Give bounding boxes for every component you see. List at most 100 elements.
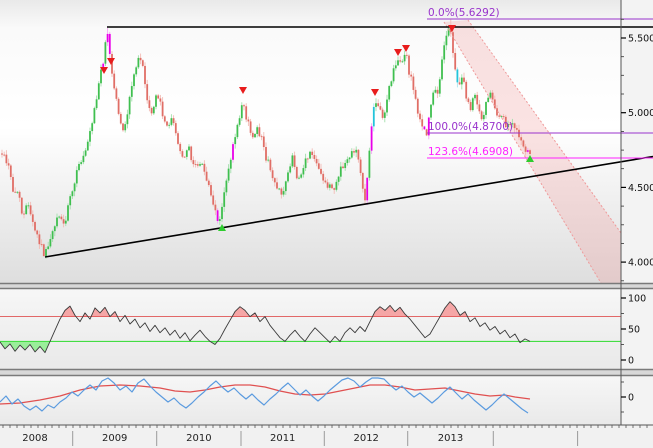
candle-body (199, 164, 201, 166)
candle-body (375, 103, 377, 107)
candle-wick (298, 175, 300, 180)
candle-body (449, 28, 452, 33)
candle-body (469, 102, 472, 111)
panel-separator[interactable] (0, 369, 653, 376)
candle-body (280, 188, 283, 195)
candle-body (295, 166, 298, 179)
candle-body (232, 144, 234, 160)
candle-body (144, 65, 146, 85)
rsi-indicator[interactable] (0, 301, 621, 354)
candle-body (256, 127, 259, 134)
candle-body (225, 180, 228, 193)
candle-body (124, 124, 127, 131)
candle-body (73, 183, 76, 192)
channel-edge-line[interactable] (443, 21, 602, 284)
candle-body (192, 160, 195, 165)
sell-arrow-icon (107, 58, 115, 65)
candle-body (47, 246, 50, 250)
candle-body (392, 68, 395, 82)
momentum-panel-bg[interactable] (0, 375, 653, 425)
candle-wick (261, 134, 263, 141)
candle-body (141, 60, 144, 66)
momentum-indicator[interactable] (0, 377, 531, 414)
candle-body (399, 60, 402, 62)
candle-body (460, 77, 463, 85)
candle-body (408, 55, 410, 75)
rsi-axis-label: 0 (628, 356, 634, 367)
rsi-panel-bg[interactable] (0, 288, 653, 370)
candle-body (27, 205, 30, 207)
panel-separator[interactable] (0, 283, 653, 289)
candle-body (287, 172, 289, 182)
candle-wick (333, 187, 335, 194)
momentum-fast-line[interactable] (0, 377, 529, 414)
trade-arrow-markers (100, 25, 534, 231)
candle-body (520, 137, 523, 141)
candle-body (126, 114, 129, 125)
trendlines[interactable] (44, 26, 653, 258)
main-panel-bg[interactable] (0, 0, 653, 283)
candle-body (515, 128, 518, 130)
candle-body (249, 121, 252, 133)
candle-body (487, 97, 490, 102)
year-label[interactable]: 2012 (353, 433, 378, 444)
candle-body (40, 244, 43, 246)
candle-body (100, 69, 102, 84)
candle-body (337, 176, 340, 182)
candle-body (247, 119, 250, 122)
candle-body (117, 98, 120, 114)
candle-body (489, 92, 492, 98)
candle-body (267, 159, 270, 161)
candle-body (458, 82, 461, 85)
year-label[interactable]: 2009 (102, 433, 127, 444)
fibonacci-levels[interactable]: 0.0%(5.6292) 100.0%(4.8700) 123.6%(4.6908) (427, 7, 653, 159)
candle-body (67, 205, 69, 221)
candle-body (29, 205, 32, 215)
price-axis-strip (621, 0, 653, 425)
candle-wick (399, 56, 401, 64)
candle-body (311, 151, 314, 155)
panel-separators[interactable] (0, 282, 653, 377)
candle-body (212, 195, 215, 205)
candle-body (172, 118, 175, 124)
candle-body (509, 124, 512, 125)
candle-wick (3, 151, 5, 157)
candle-body (62, 219, 65, 224)
candle-body (491, 92, 494, 100)
candle-body (60, 216, 63, 220)
rsi-line[interactable] (0, 301, 531, 354)
year-label[interactable]: 2008 (22, 433, 47, 444)
candle-body (412, 76, 415, 90)
candle-body (115, 88, 118, 99)
candle-body (524, 146, 527, 152)
candle-body (463, 77, 465, 82)
candle-wick (349, 156, 351, 163)
descending-channel-lines[interactable] (443, 19, 622, 284)
candle-body (421, 119, 424, 127)
sell-arrow-icon (448, 25, 456, 32)
candle-body (119, 113, 122, 124)
candle-body (496, 108, 498, 116)
sell-arrow-icon (239, 87, 247, 94)
year-label[interactable]: 2011 (270, 433, 295, 444)
candle-body (177, 133, 179, 144)
candle-wick (307, 157, 309, 163)
candle-body (170, 118, 173, 125)
ascending-trendline[interactable] (44, 155, 653, 258)
candle-body (377, 103, 380, 107)
buy-arrow-icon (526, 155, 534, 162)
candle-body (34, 221, 36, 231)
candle-body (432, 92, 435, 105)
candle-body (51, 231, 54, 240)
candle-body (106, 33, 109, 43)
year-label[interactable]: 2013 (438, 433, 463, 444)
year-label[interactable]: 2010 (186, 433, 211, 444)
candle-body (14, 191, 17, 193)
candle-body (331, 184, 333, 189)
candle-body (423, 126, 426, 130)
candle-body (9, 165, 12, 178)
candlestick-series[interactable] (1, 19, 531, 259)
candle-body (394, 65, 397, 69)
